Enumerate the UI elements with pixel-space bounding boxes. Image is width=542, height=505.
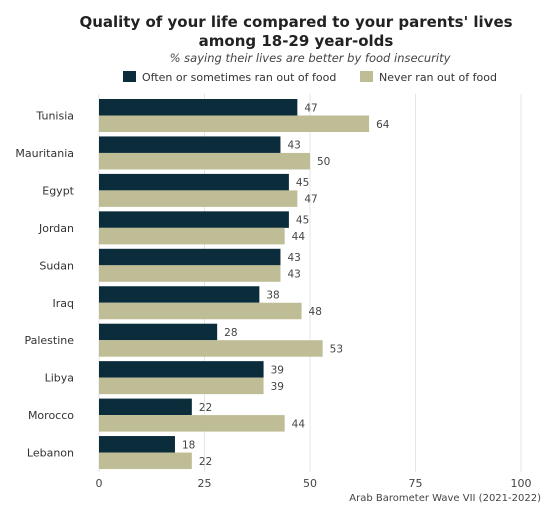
data-label: 43: [287, 252, 300, 264]
bar-jordan-series-2: [99, 227, 285, 245]
source-note: Arab Barometer Wave VII (2021-2022): [349, 493, 541, 504]
data-label: 45: [296, 215, 309, 227]
chart-subtitle: % saying their lives are better by food …: [170, 51, 451, 65]
category-label-egypt: Egypt: [42, 184, 74, 197]
bars: 47 64 43 50 45 47 45 44 43 43 38 48 28 53 39 39 22 44 18 22: [99, 99, 390, 470]
category-label-jordan: Jordan: [38, 222, 74, 235]
bar-libya-series-2: [99, 377, 264, 395]
category-label-libya: Libya: [45, 372, 74, 385]
category-label-mauritania: Mauritania: [15, 147, 74, 160]
data-label: 53: [330, 343, 343, 355]
bar-sudan-series-1: [99, 248, 281, 266]
category-label-iraq: Iraq: [53, 297, 75, 310]
bar-mauritania-series-1: [99, 136, 281, 153]
data-label: 44: [292, 231, 306, 243]
category-label-morocco: Morocco: [28, 409, 74, 422]
bar-morocco-series-2: [99, 415, 285, 432]
legend-label-series-2: Never ran out of food: [379, 71, 497, 84]
data-label: 50: [317, 156, 330, 168]
data-label: 48: [309, 306, 322, 318]
bar-palestine-series-1: [99, 323, 218, 341]
x-tick-label: 100: [511, 477, 532, 490]
data-label: 44: [292, 418, 306, 430]
bar-tunisia-series-1: [99, 99, 298, 116]
bar-sudan-series-2: [99, 265, 281, 282]
bar-lebanon-series-2: [99, 452, 192, 470]
x-tick-label: 0: [96, 477, 103, 490]
x-tick-label: 75: [409, 477, 423, 490]
bar-iraq-series-1: [99, 286, 260, 303]
x-tick-label: 25: [198, 477, 212, 490]
data-label: 43: [287, 269, 300, 281]
data-label: 43: [287, 140, 300, 152]
data-label: 45: [296, 177, 309, 189]
data-label: 22: [199, 456, 212, 468]
legend-swatch-series-1: [123, 71, 136, 82]
bar-palestine-series-2: [99, 340, 323, 357]
x-axis-ticks: 0 25 50 75 100: [96, 477, 532, 490]
data-label: 18: [182, 439, 195, 451]
chart-title-line1: Quality of your life compared to your pa…: [79, 13, 512, 31]
legend: Often or sometimes ran out of food Never…: [123, 71, 497, 84]
category-label-tunisia: Tunisia: [35, 110, 74, 123]
data-label: 64: [376, 119, 390, 131]
data-label: 47: [304, 194, 317, 206]
bar-tunisia-series-2: [99, 115, 370, 132]
category-label-sudan: Sudan: [39, 259, 74, 272]
bar-egypt-series-1: [99, 173, 289, 191]
category-label-palestine: Palestine: [24, 334, 74, 347]
bar-iraq-series-2: [99, 302, 302, 320]
data-label: 38: [266, 290, 279, 302]
category-label-lebanon: Lebanon: [27, 447, 74, 460]
legend-swatch-series-2: [360, 71, 373, 82]
data-label: 47: [304, 102, 317, 114]
bar-morocco-series-1: [99, 398, 192, 416]
bar-jordan-series-1: [99, 211, 289, 228]
data-label: 39: [271, 364, 284, 376]
x-tick-label: 50: [303, 477, 317, 490]
bar-mauritania-series-2: [99, 152, 310, 170]
bar-egypt-series-2: [99, 190, 298, 207]
data-label: 28: [224, 327, 237, 339]
bar-libya-series-1: [99, 361, 264, 378]
data-label: 22: [199, 402, 212, 414]
data-label: 39: [271, 381, 284, 393]
category-labels: Tunisia Mauritania Egypt Jordan Sudan Iraq Pal…: [15, 110, 74, 460]
bar-lebanon-series-1: [99, 436, 175, 453]
chart-title-line2: among 18-29 year-olds: [199, 32, 394, 50]
legend-label-series-1: Often or sometimes ran out of food: [142, 71, 336, 84]
